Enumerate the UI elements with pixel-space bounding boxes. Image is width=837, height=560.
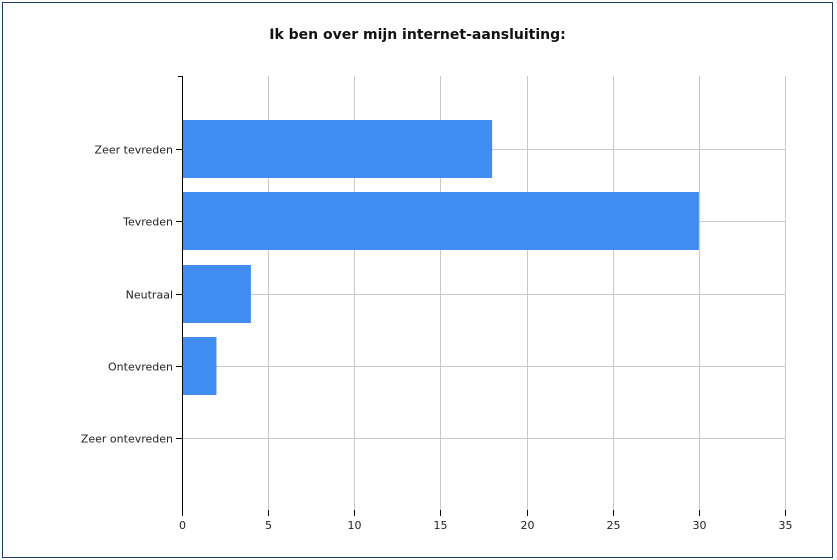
x-tick-label: 35 bbox=[779, 519, 793, 532]
x-tick-label: 25 bbox=[607, 519, 621, 532]
x-tick-label: 30 bbox=[693, 519, 707, 532]
x-tick-label: 10 bbox=[348, 519, 362, 532]
bar-neutraal bbox=[182, 265, 251, 323]
y-tick-label: Zeer ontevreden bbox=[81, 433, 173, 446]
y-tick-label: Tevreden bbox=[122, 216, 173, 229]
bar-tevreden bbox=[182, 192, 699, 250]
x-tick-label: 5 bbox=[265, 519, 272, 532]
x-tick-label: 20 bbox=[521, 519, 535, 532]
chart-title: Ik ben over mijn internet-aansluiting: bbox=[269, 27, 566, 43]
x-tick-label: 0 bbox=[179, 519, 186, 532]
bar-ontevreden bbox=[182, 337, 217, 395]
y-tick-label: Neutraal bbox=[126, 289, 173, 302]
y-tick-label: Ontevreden bbox=[108, 361, 173, 374]
y-tick-label: Zeer tevreden bbox=[95, 144, 173, 157]
bar-zeer-tevreden bbox=[182, 120, 493, 178]
x-tick-label: 15 bbox=[434, 519, 448, 532]
